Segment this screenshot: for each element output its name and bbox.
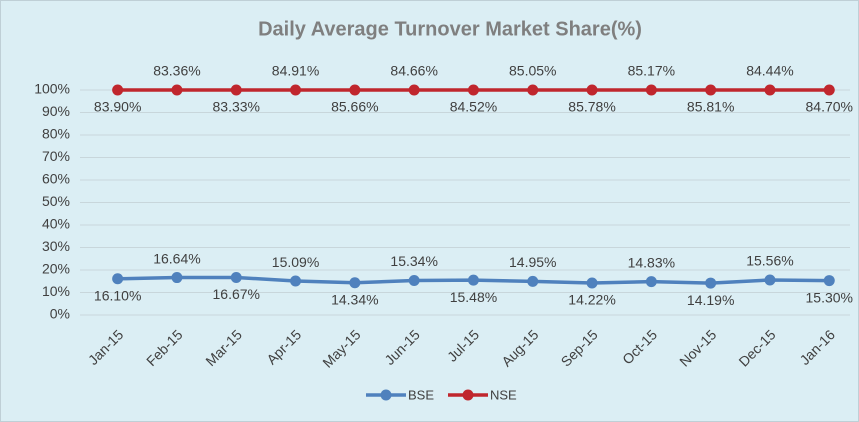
data-label: 84.52%: [450, 99, 497, 115]
marker: [349, 84, 361, 96]
legend-marker: [462, 389, 474, 401]
y-tick-label: 40%: [42, 216, 70, 232]
marker: [705, 84, 717, 96]
marker: [823, 84, 835, 96]
y-tick-label: 90%: [42, 103, 70, 119]
data-label: 14.95%: [509, 254, 556, 270]
data-label: 16.10%: [94, 287, 141, 303]
data-label: 85.78%: [568, 99, 615, 115]
marker: [645, 276, 657, 288]
marker: [112, 273, 124, 285]
legend-label: NSE: [490, 387, 517, 402]
marker: [112, 84, 124, 96]
data-label: 84.70%: [806, 99, 853, 115]
data-label: 15.30%: [806, 289, 853, 305]
marker: [290, 275, 302, 287]
legend-item: NSE: [448, 387, 517, 402]
data-label: 83.33%: [213, 99, 260, 115]
marker: [408, 84, 420, 96]
data-label: 84.44%: [746, 63, 793, 79]
marker: [823, 275, 835, 287]
marker: [230, 271, 242, 283]
data-label: 16.64%: [153, 250, 200, 266]
data-label: 84.66%: [390, 63, 437, 79]
legend-item: BSE: [366, 387, 434, 402]
marker: [645, 84, 657, 96]
data-label: 15.34%: [390, 253, 437, 269]
chart-title: Daily Average Turnover Market Share(%): [258, 18, 642, 40]
marker: [764, 274, 776, 286]
y-tick-label: 30%: [42, 238, 70, 254]
data-label: 85.17%: [628, 63, 675, 79]
data-label: 85.66%: [331, 99, 378, 115]
marker: [349, 277, 361, 289]
y-tick-label: 0%: [50, 306, 70, 322]
marker: [171, 272, 183, 284]
marker: [586, 84, 598, 96]
data-label: 83.90%: [94, 99, 141, 115]
data-label: 14.83%: [628, 254, 675, 270]
y-tick-label: 70%: [42, 148, 70, 164]
marker: [467, 274, 479, 286]
marker: [467, 84, 479, 96]
legend-label: BSE: [408, 387, 434, 402]
marker: [408, 274, 420, 286]
marker: [290, 84, 302, 96]
marker: [764, 84, 776, 96]
y-tick-label: 10%: [42, 283, 70, 299]
marker: [527, 84, 539, 96]
y-tick-label: 60%: [42, 171, 70, 187]
data-label: 14.34%: [331, 291, 378, 307]
data-label: 14.19%: [687, 292, 734, 308]
data-label: 83.36%: [153, 63, 200, 79]
y-tick-label: 20%: [42, 261, 70, 277]
legend-marker: [380, 389, 392, 401]
data-label: 15.09%: [272, 254, 319, 270]
y-tick-label: 50%: [42, 193, 70, 209]
marker: [705, 277, 717, 289]
data-label: 14.22%: [568, 292, 615, 308]
data-label: 15.48%: [450, 289, 497, 305]
marker: [527, 275, 539, 287]
y-tick-label: 80%: [42, 126, 70, 142]
marker: [586, 277, 598, 289]
data-label: 85.81%: [687, 99, 734, 115]
marker: [171, 84, 183, 96]
data-label: 15.56%: [746, 253, 793, 269]
marker: [230, 84, 242, 96]
data-label: 16.67%: [213, 286, 260, 302]
data-label: 85.05%: [509, 63, 556, 79]
y-tick-label: 100%: [34, 81, 70, 97]
data-label: 84.91%: [272, 63, 319, 79]
